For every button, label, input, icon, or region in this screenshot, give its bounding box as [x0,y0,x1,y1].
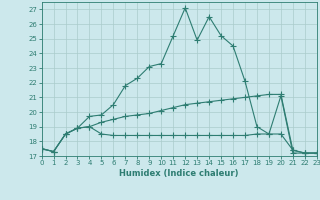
X-axis label: Humidex (Indice chaleur): Humidex (Indice chaleur) [119,169,239,178]
